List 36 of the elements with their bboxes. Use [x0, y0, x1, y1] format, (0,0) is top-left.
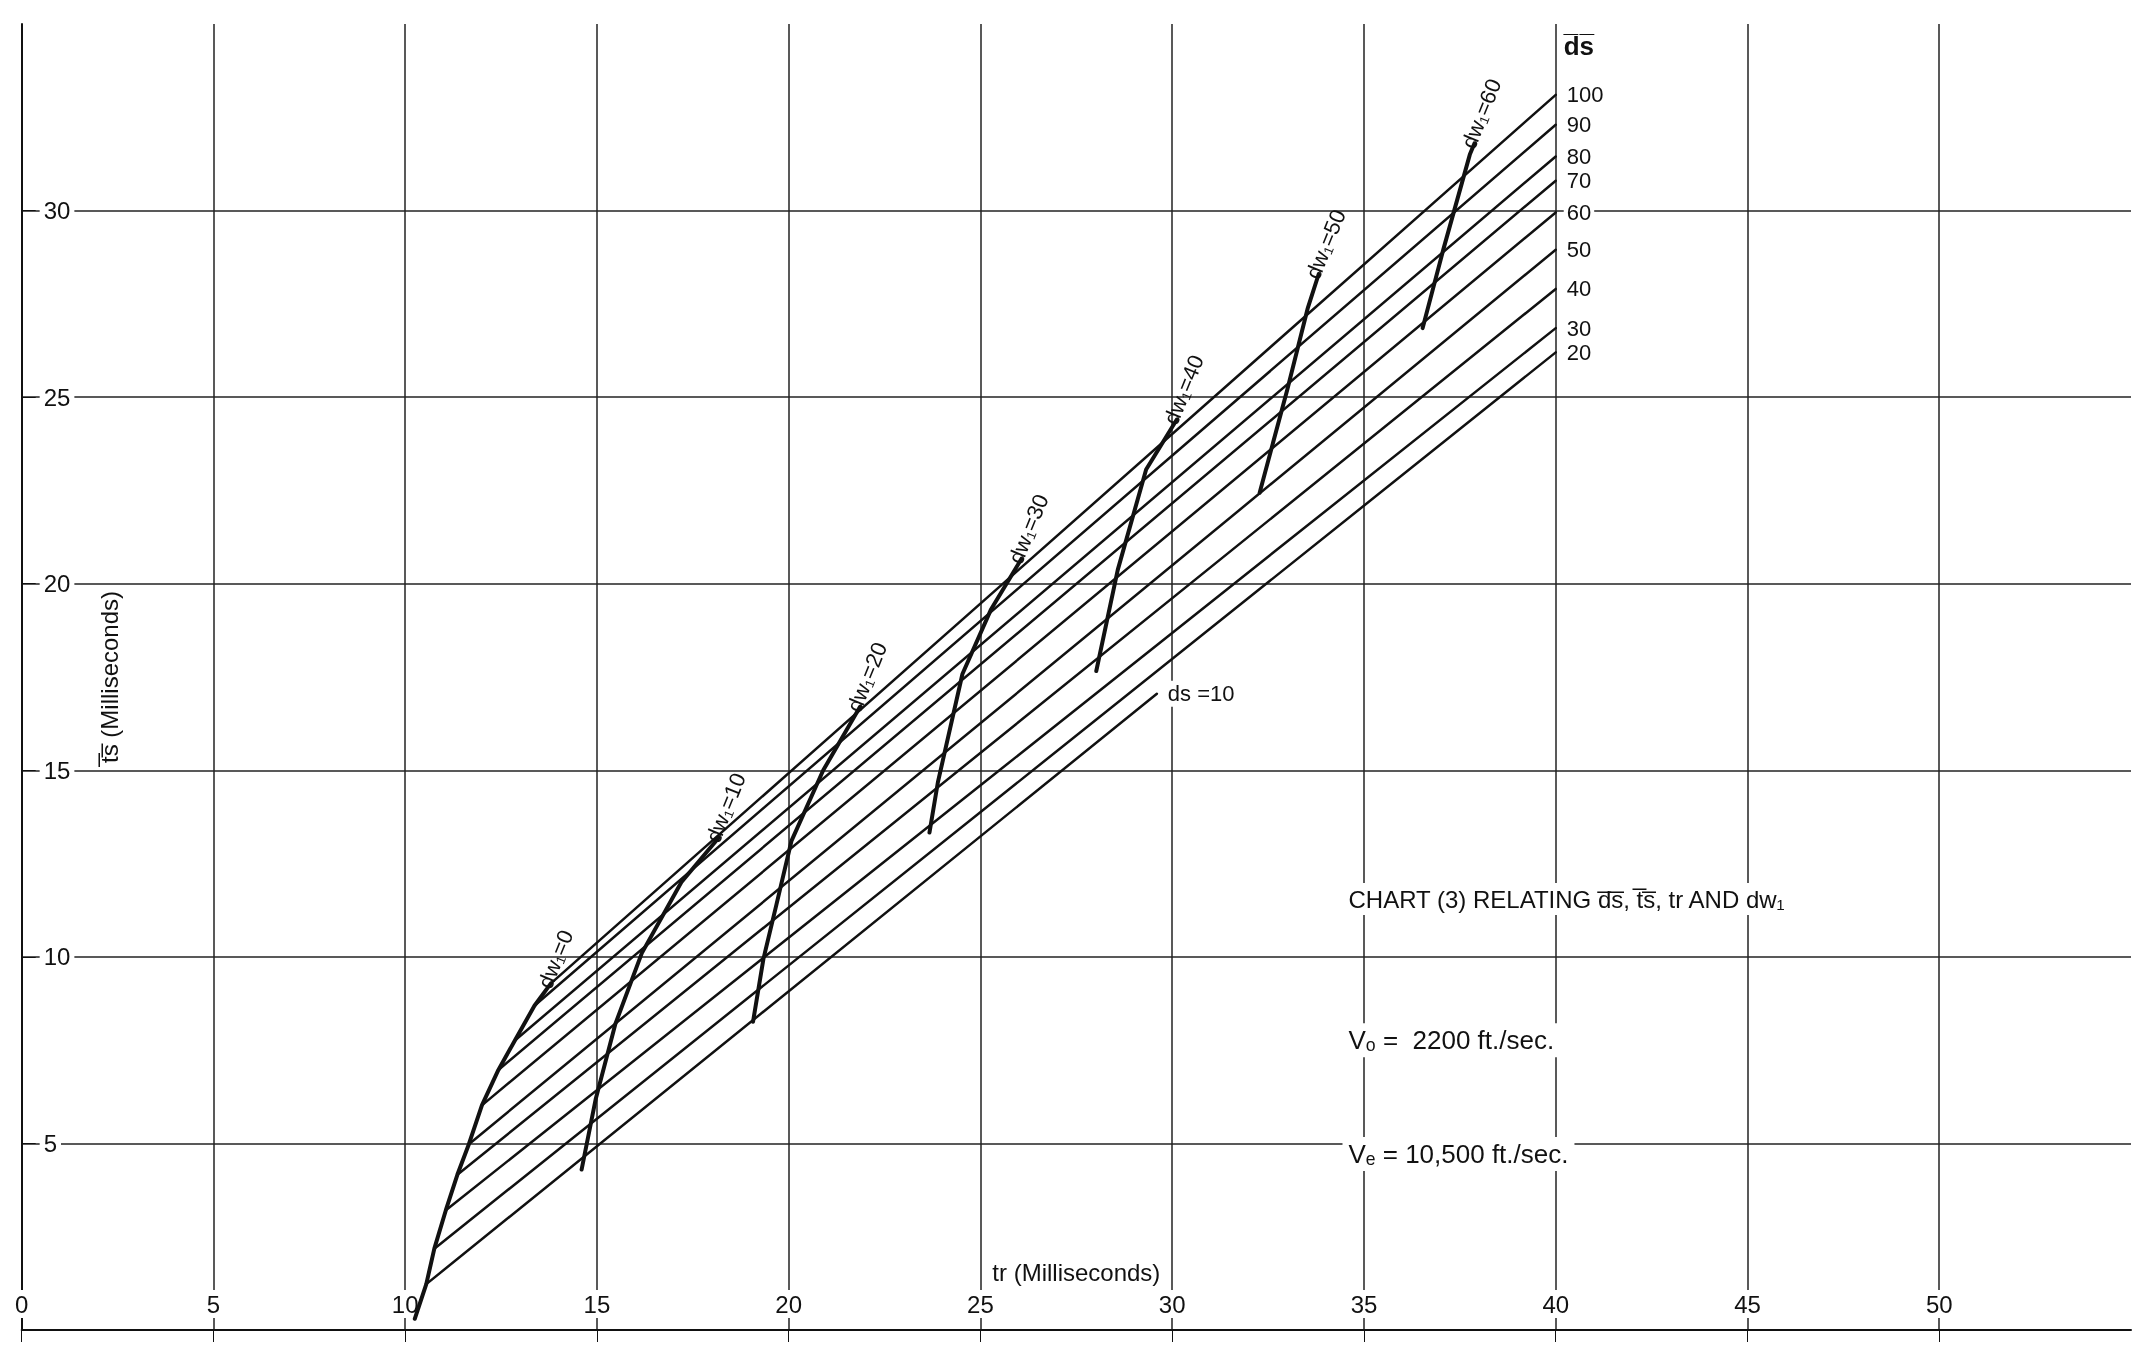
y-tick-label: 5: [43, 1129, 58, 1157]
y-tick-label: 10: [43, 943, 71, 971]
legend-title: d̅s̅: [1563, 30, 1595, 61]
x-tick-label: 30: [1158, 1290, 1186, 1318]
annotation: Vₒ = 2200 ft./sec.: [1348, 1025, 1555, 1056]
x-tick-label: 45: [1734, 1290, 1761, 1318]
y-tick-label: 30: [43, 197, 71, 225]
annotation: CHART (3) RELATING d̅s̅, t̅s̅, tr AND dw₁: [1348, 885, 1785, 913]
series-label: 30: [1566, 315, 1592, 341]
series-label: 90: [1566, 112, 1592, 138]
series-label: 100: [1566, 82, 1604, 108]
x-tick-label: 10: [391, 1290, 419, 1318]
x-axis-title: tr (Milliseconds): [992, 1258, 1161, 1286]
y-tick-label: 15: [43, 756, 71, 784]
x-tick-label: 15: [583, 1290, 611, 1318]
y-tick-label: 25: [43, 383, 71, 411]
series-label: ds =10: [1167, 681, 1235, 707]
text: dw₁=60: [1456, 75, 1507, 153]
series-label: 20: [1566, 339, 1592, 365]
x-tick-label: 0: [14, 1290, 29, 1318]
text: dw₁=0: [532, 926, 579, 993]
series-label: 40: [1566, 276, 1592, 302]
y-axis-title: t̅s̅ (Milliseconds): [96, 590, 124, 767]
x-tick-label: 20: [775, 1290, 803, 1318]
x-tick-label: 5: [206, 1290, 221, 1318]
series-label: 60: [1566, 199, 1592, 225]
series-label: 80: [1566, 143, 1592, 169]
y-tick-label: 20: [43, 570, 71, 598]
x-tick-label: 40: [1542, 1290, 1570, 1318]
text: dw₁=20: [841, 638, 893, 716]
x-tick-label: 25: [967, 1290, 994, 1318]
series-label: 70: [1566, 168, 1592, 194]
series-label: 50: [1566, 237, 1592, 263]
annotation: Vₑ = 10,500 ft./sec.: [1348, 1138, 1569, 1169]
x-tick-label: 35: [1350, 1290, 1378, 1318]
x-tick-label: 50: [1925, 1290, 1953, 1318]
